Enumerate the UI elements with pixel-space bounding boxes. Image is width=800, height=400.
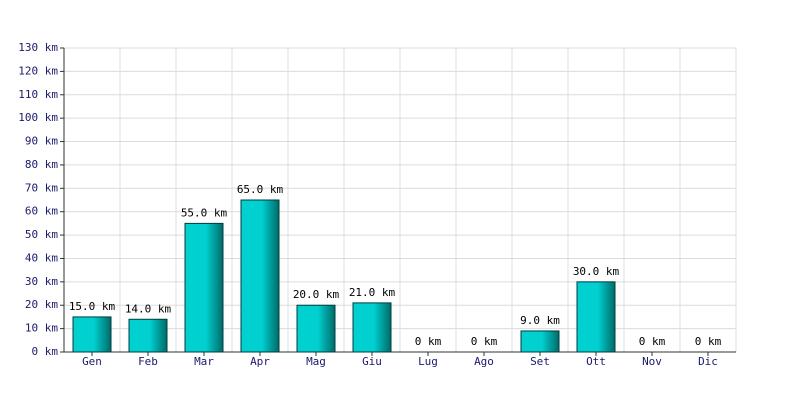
value-label: 65.0 km — [237, 183, 284, 196]
y-tick-label: 80 km — [25, 158, 58, 171]
value-label: 21.0 km — [349, 286, 396, 299]
x-tick-label: Lug — [418, 355, 438, 368]
bar — [128, 318, 168, 353]
bar — [184, 222, 224, 353]
value-label: 55.0 km — [181, 206, 228, 219]
value-label: 9.0 km — [520, 314, 560, 327]
value-label: 20.0 km — [293, 288, 340, 301]
value-label: 15.0 km — [69, 300, 116, 313]
x-tick-label: Ott — [586, 355, 606, 368]
x-tick-label: Nov — [642, 355, 662, 368]
x-tick-label: Ago — [474, 355, 494, 368]
y-tick-label: 100 km — [18, 111, 58, 124]
x-tick-label: Giu — [362, 355, 382, 368]
x-tick-label: Mar — [194, 355, 214, 368]
value-label: 0 km — [415, 335, 442, 348]
bar — [520, 330, 560, 353]
bar — [296, 304, 336, 353]
x-tick-label: Set — [530, 355, 550, 368]
y-tick-label: 30 km — [25, 275, 58, 288]
x-tick-label: Apr — [250, 355, 270, 368]
x-tick-label: Gen — [82, 355, 102, 368]
y-tick-label: 20 km — [25, 298, 58, 311]
value-label: 14.0 km — [125, 302, 172, 315]
value-label: 30.0 km — [573, 265, 620, 278]
y-tick-label: 40 km — [25, 251, 58, 264]
value-label: 0 km — [639, 335, 666, 348]
value-label: 0 km — [471, 335, 498, 348]
bar — [240, 199, 280, 353]
y-tick-label: 60 km — [25, 205, 58, 218]
y-tick-label: 0 km — [32, 345, 59, 358]
bar — [72, 316, 112, 353]
y-tick-label: 70 km — [25, 181, 58, 194]
y-tick-label: 110 km — [18, 88, 58, 101]
bar — [576, 281, 616, 353]
y-tick-label: 50 km — [25, 228, 58, 241]
y-tick-label: 10 km — [25, 322, 58, 335]
x-tick-label: Mag — [306, 355, 326, 368]
y-tick-label: 120 km — [18, 64, 58, 77]
bar — [352, 302, 392, 353]
x-tick-label: Feb — [138, 355, 158, 368]
x-tick-label: Dic — [698, 355, 718, 368]
value-label: 0 km — [695, 335, 722, 348]
y-tick-label: 90 km — [25, 135, 58, 148]
y-tick-label: 130 km — [18, 41, 58, 54]
